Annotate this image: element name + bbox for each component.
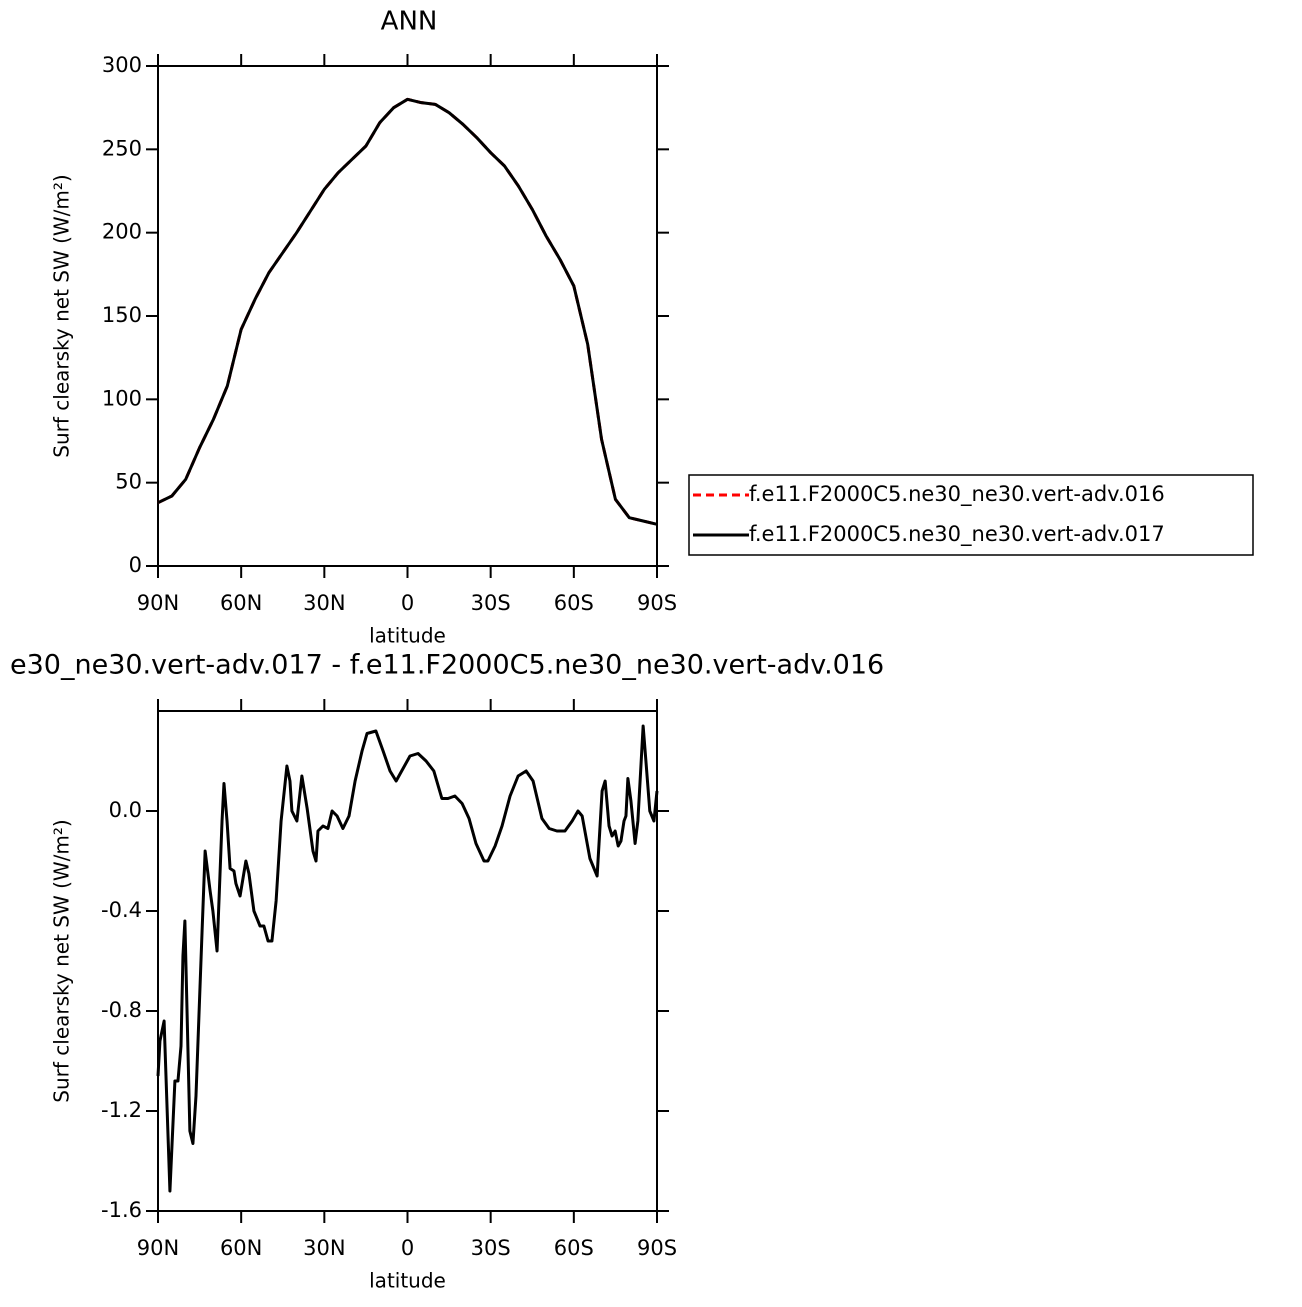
x-tick-label: 60S bbox=[554, 591, 594, 615]
chart-title: ANN bbox=[381, 7, 438, 37]
x-tick-label: 90N bbox=[137, 591, 179, 615]
y-tick-label: 300 bbox=[102, 53, 142, 77]
x-tick-label: 30N bbox=[303, 591, 345, 615]
y-tick-label: -0.4 bbox=[101, 898, 142, 922]
x-tick-label: 30S bbox=[471, 1236, 511, 1260]
data-line bbox=[157, 97, 658, 526]
x-tick-label: 60S bbox=[554, 1236, 594, 1260]
x-tick-label: 30N bbox=[303, 1236, 345, 1260]
x-tick-label: 30S bbox=[471, 591, 511, 615]
x-tick-label: 60N bbox=[220, 591, 262, 615]
x-axis-label: latitude bbox=[369, 624, 446, 648]
y-tick-label: 200 bbox=[102, 220, 142, 244]
data-line bbox=[157, 97, 658, 526]
data-line bbox=[156, 724, 659, 1193]
y-tick-label: -1.2 bbox=[101, 1098, 142, 1122]
x-tick-label: 0 bbox=[401, 1236, 414, 1260]
y-tick-label: 50 bbox=[115, 470, 142, 494]
x-axis-label: latitude bbox=[369, 1269, 446, 1293]
x-tick-label: 90S bbox=[637, 591, 677, 615]
y-tick-label: -1.6 bbox=[101, 1198, 142, 1222]
y-tick-label: -0.8 bbox=[101, 998, 142, 1022]
y-tick-label: 100 bbox=[102, 386, 142, 410]
y-tick-label: 0.0 bbox=[109, 798, 142, 822]
y-axis-label: Surf clearsky net SW (W/m²) bbox=[50, 174, 74, 457]
x-tick-label: 90N bbox=[137, 1236, 179, 1260]
plot-frame bbox=[157, 710, 658, 1212]
y-tick-label: 0 bbox=[129, 553, 142, 577]
legend-box bbox=[688, 474, 1254, 556]
x-tick-label: 0 bbox=[401, 591, 414, 615]
x-tick-label: 90S bbox=[637, 1236, 677, 1260]
y-tick-label: 250 bbox=[102, 136, 142, 160]
y-axis-label: Surf clearsky net SW (W/m²) bbox=[50, 819, 74, 1102]
legend-label: f.e11.F2000C5.ne30_ne30.vert-adv.017 bbox=[749, 522, 1165, 547]
x-tick-label: 60N bbox=[220, 1236, 262, 1260]
chart-title: e30_ne30.vert-adv.017 - f.e11.F2000C5.ne… bbox=[10, 650, 884, 681]
legend-label: f.e11.F2000C5.ne30_ne30.vert-adv.016 bbox=[749, 482, 1165, 507]
y-tick-label: 150 bbox=[102, 303, 142, 327]
